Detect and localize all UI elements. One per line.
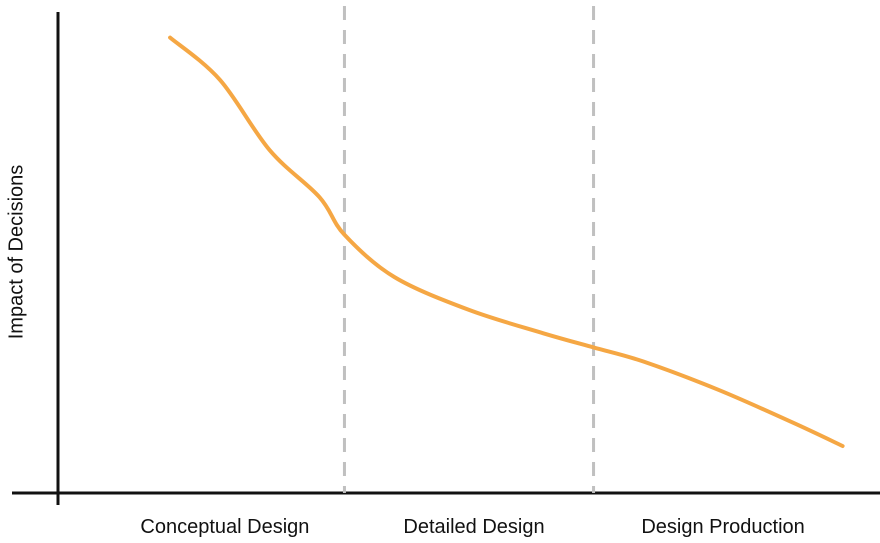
data-point-2 — [268, 148, 272, 152]
category-label-design-production: Design Production — [641, 516, 805, 538]
data-point-12 — [841, 444, 845, 448]
data-point-10 — [716, 388, 720, 392]
data-point-9 — [641, 360, 645, 364]
data-point-6 — [467, 308, 471, 312]
impact-curve — [168, 35, 845, 448]
data-point-5 — [392, 275, 396, 279]
y-axis-label: Impact of Decisions — [5, 164, 28, 340]
data-point-11 — [791, 421, 795, 425]
data-point-7 — [542, 331, 546, 335]
phase-dividers — [342, 6, 596, 493]
data-points — [168, 36, 845, 448]
category-label-conceptual-design: Conceptual Design — [140, 516, 310, 538]
data-point-0 — [168, 36, 172, 40]
data-point-1 — [218, 78, 222, 82]
category-label-detailed-design: Detailed Design — [403, 516, 545, 538]
data-point-8 — [592, 345, 596, 349]
data-point-4 — [342, 233, 346, 237]
data-point-3 — [318, 195, 322, 199]
